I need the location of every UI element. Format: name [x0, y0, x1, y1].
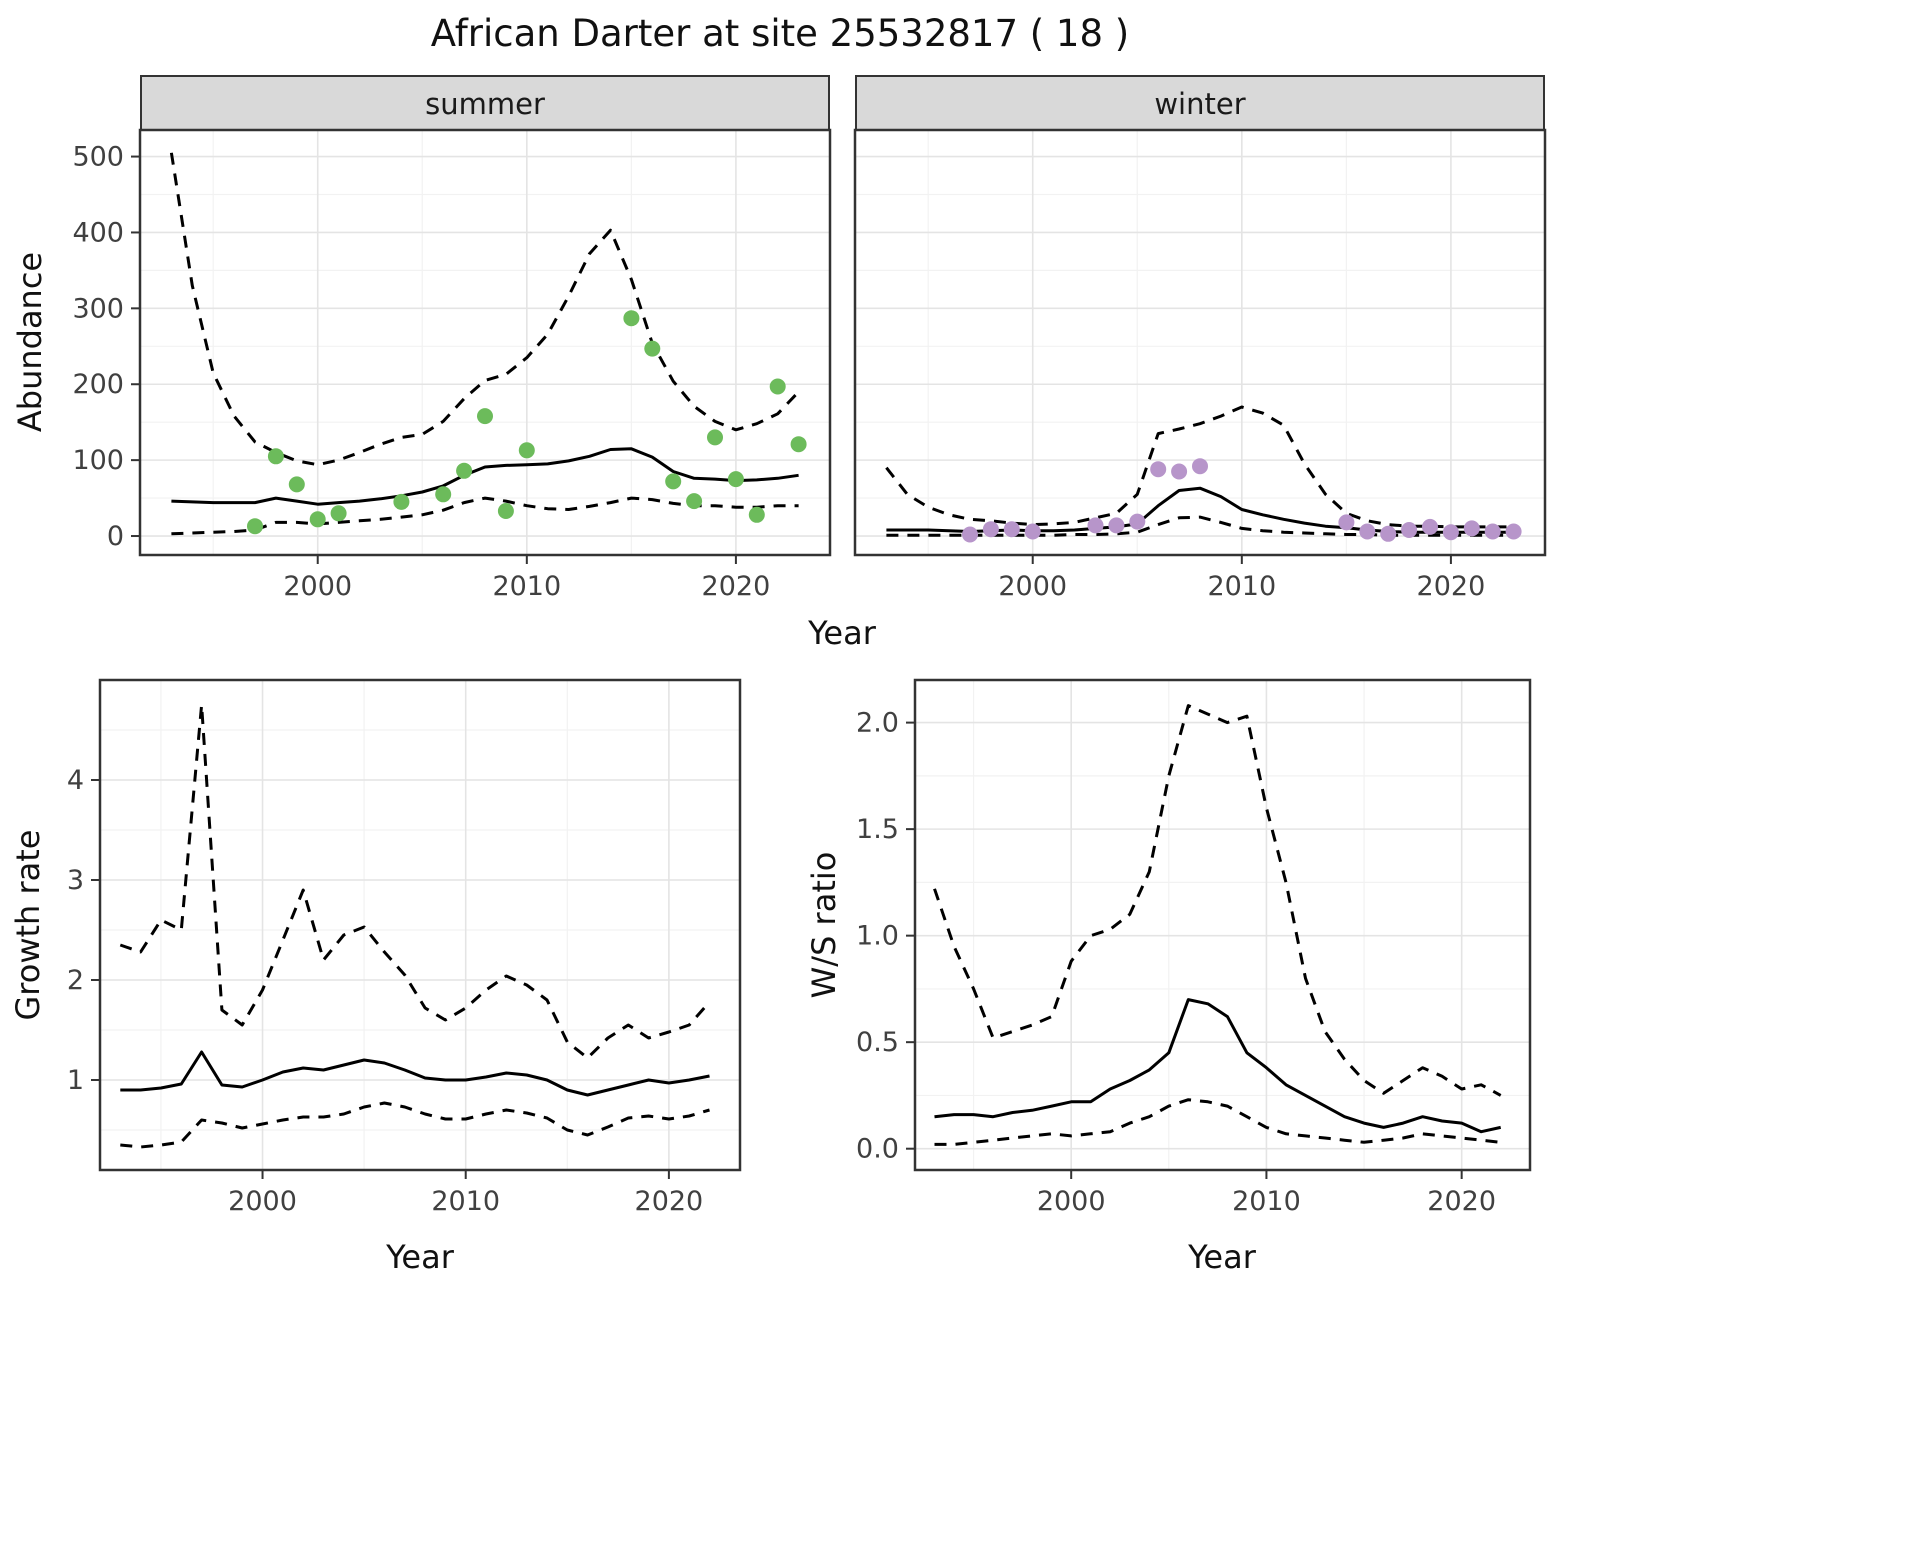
svg-text:0.5: 0.5 — [856, 1027, 899, 1058]
facet-strip-winter: winter — [855, 75, 1545, 132]
x-axis-title-year-bottom-right: Year — [1188, 1238, 1256, 1276]
svg-text:2010: 2010 — [1232, 1186, 1301, 1213]
svg-text:0: 0 — [107, 521, 124, 552]
svg-text:1.5: 1.5 — [856, 814, 899, 845]
svg-text:2020: 2020 — [1427, 1186, 1496, 1213]
svg-text:1: 1 — [67, 1065, 84, 1096]
plot-title: African Darter at site 25532817 ( 18 ) — [430, 12, 1130, 55]
svg-text:400: 400 — [72, 217, 124, 248]
facet-strip-summer: summer — [140, 75, 830, 132]
panel-growth-rate: 2000 2010 2020 1 2 3 4 — [67, 678, 742, 1213]
panel-ws-ratio: 2000 2010 2020 0.0 0.5 1.0 1.5 2.0 — [856, 678, 1532, 1213]
facet-strip-winter-label: winter — [1154, 86, 1246, 121]
svg-text:3: 3 — [67, 865, 84, 896]
svg-text:2000: 2000 — [1037, 1186, 1106, 1213]
svg-text:2010: 2010 — [492, 571, 561, 598]
facet-strip-summer-label: summer — [425, 86, 545, 121]
svg-text:100: 100 — [72, 445, 124, 476]
svg-text:2.0: 2.0 — [856, 708, 899, 739]
y-axis-title-growth-rate: Growth rate — [9, 829, 47, 1021]
panel-abundance-winter: 2000 2010 2020 — [853, 128, 1547, 598]
svg-text:2010: 2010 — [431, 1186, 500, 1213]
svg-text:2020: 2020 — [702, 571, 771, 598]
svg-text:0.0: 0.0 — [856, 1134, 899, 1165]
svg-text:2000: 2000 — [228, 1186, 297, 1213]
svg-text:200: 200 — [72, 369, 124, 400]
panel-abundance-summer: 2000 2010 2020 0 100 200 300 400 500 — [72, 128, 832, 598]
y-axis-title-ws-ratio: W/S ratio — [805, 851, 843, 999]
svg-text:2020: 2020 — [1417, 571, 1486, 598]
svg-text:2000: 2000 — [998, 571, 1067, 598]
svg-text:2010: 2010 — [1207, 571, 1276, 598]
svg-text:2: 2 — [67, 965, 84, 996]
x-axis-title-year-bottom-left: Year — [386, 1238, 454, 1276]
svg-text:2020: 2020 — [635, 1186, 704, 1213]
svg-text:1.0: 1.0 — [856, 921, 899, 952]
svg-text:300: 300 — [72, 293, 124, 324]
svg-text:4: 4 — [67, 765, 84, 796]
svg-text:500: 500 — [72, 142, 124, 173]
x-axis-title-year-top: Year — [808, 614, 876, 652]
y-axis-title-abundance: Abundance — [11, 251, 49, 433]
svg-text:2000: 2000 — [283, 571, 352, 598]
